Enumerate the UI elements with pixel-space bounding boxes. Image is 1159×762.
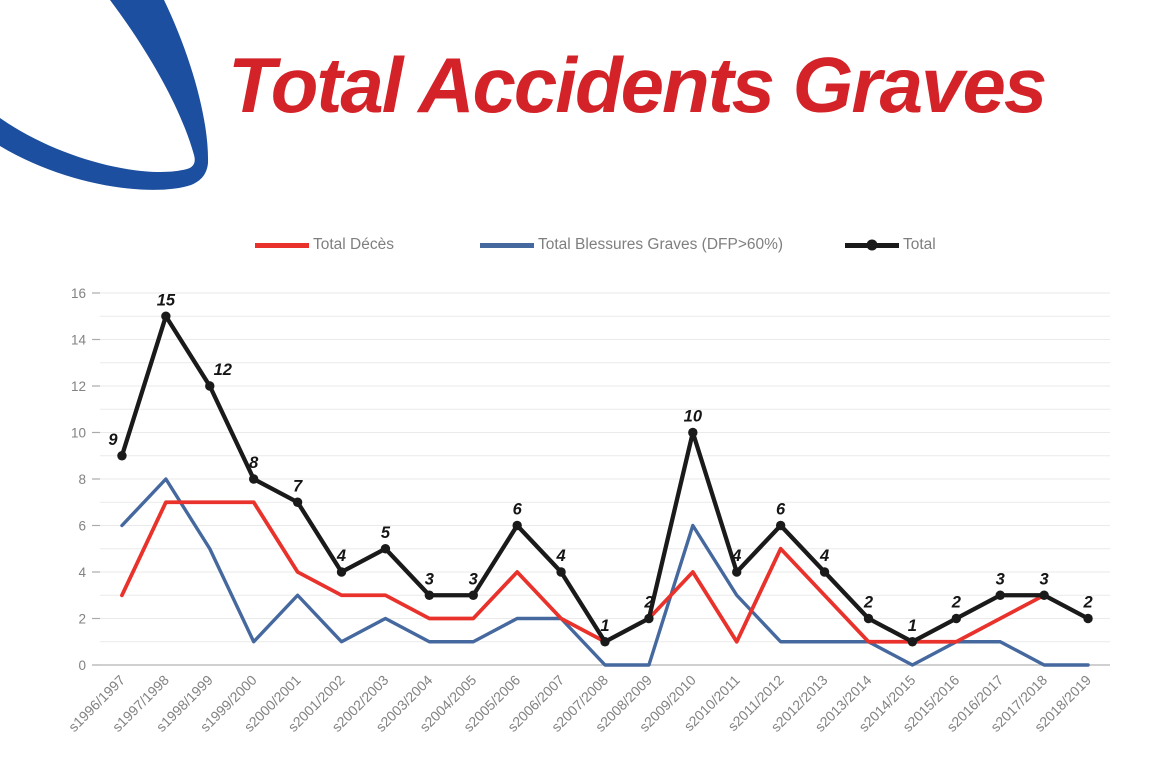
data-point-marker xyxy=(644,613,654,624)
data-point-marker xyxy=(161,311,171,321)
legend-item-total-deces: Total Décès xyxy=(255,236,394,254)
data-label: 1 xyxy=(600,617,609,635)
data-label: 3 xyxy=(469,570,478,588)
y-axis-label: 0 xyxy=(78,658,86,673)
data-label: 2 xyxy=(643,594,653,612)
data-point-marker xyxy=(907,637,918,647)
chart-title: Total Accidents Graves xyxy=(228,41,1047,129)
y-axis-label: 8 xyxy=(78,472,86,487)
data-label: 6 xyxy=(776,501,786,519)
data-label: 3 xyxy=(996,570,1005,588)
data-label: 3 xyxy=(1040,570,1049,588)
y-axis-label: 10 xyxy=(71,425,86,440)
data-label: 3 xyxy=(425,570,434,588)
legend-item-total-blessures-graves: Total Blessures Graves (DFP>60%) xyxy=(480,236,783,254)
logo-swoosh-icon xyxy=(0,0,209,190)
y-axis-label: 12 xyxy=(71,379,86,394)
data-label: 12 xyxy=(214,361,232,379)
data-label: 4 xyxy=(555,547,565,565)
legend-line-swatch-red xyxy=(255,242,309,248)
data-label: 2 xyxy=(951,594,961,612)
data-point-marker xyxy=(600,637,610,647)
legend-marker-dot xyxy=(866,239,878,251)
data-label: 4 xyxy=(819,547,829,565)
data-point-marker xyxy=(556,567,566,577)
data-point-marker xyxy=(688,427,698,438)
data-point-marker xyxy=(380,544,391,554)
data-label: 4 xyxy=(336,547,346,565)
data-label: 2 xyxy=(863,594,873,612)
data-point-marker xyxy=(117,451,127,461)
data-point-marker xyxy=(248,474,259,484)
data-label: 10 xyxy=(684,408,703,426)
data-label: 9 xyxy=(108,431,118,449)
data-label: 4 xyxy=(731,547,741,565)
data-point-marker xyxy=(292,497,303,507)
data-point-marker xyxy=(424,590,435,600)
y-axis-label: 6 xyxy=(78,518,86,533)
legend-label-total-deces: Total Décès xyxy=(313,236,394,253)
legend-line-swatch-blue xyxy=(480,242,534,248)
data-point-marker xyxy=(468,590,478,600)
data-point-marker xyxy=(1083,613,1093,624)
legend-item-total: Total xyxy=(845,236,936,254)
data-point-marker xyxy=(336,567,347,577)
data-label: 2 xyxy=(1082,594,1092,612)
y-axis-label: 14 xyxy=(71,332,87,347)
y-axis-label: 4 xyxy=(78,565,86,580)
legend-line-swatch-black xyxy=(845,239,899,251)
data-point-marker xyxy=(732,567,742,577)
y-axis-label: 16 xyxy=(71,286,86,301)
data-label: 5 xyxy=(381,524,391,542)
data-point-marker xyxy=(951,613,962,624)
y-axis-label: 2 xyxy=(78,611,86,626)
data-point-marker xyxy=(205,381,215,391)
legend-label-total: Total xyxy=(903,236,936,253)
chart-legend: Total Décès Total Blessures Graves (DFP>… xyxy=(0,236,1159,256)
data-label: 1 xyxy=(908,617,917,635)
data-point-marker xyxy=(863,613,874,624)
data-label: 8 xyxy=(249,454,259,472)
data-label: 6 xyxy=(513,501,523,519)
logo-swoosh-path xyxy=(0,0,209,190)
series-line-1 xyxy=(120,477,1090,667)
data-point-marker xyxy=(512,520,522,531)
data-point-marker xyxy=(1039,590,1049,600)
legend-label-total-blessures-graves: Total Blessures Graves (DFP>60%) xyxy=(538,236,784,253)
data-point-marker xyxy=(775,520,786,531)
data-label: 7 xyxy=(293,477,303,495)
data-label: 15 xyxy=(157,291,176,309)
data-point-marker xyxy=(995,590,1005,600)
data-point-marker xyxy=(819,567,830,577)
